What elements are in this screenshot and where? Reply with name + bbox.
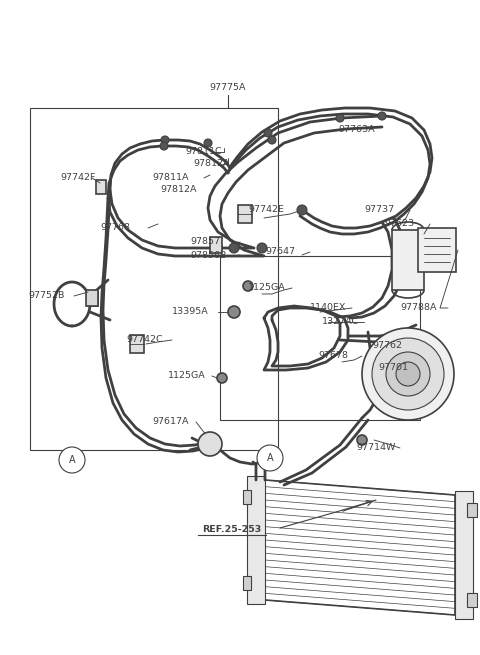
- Text: 97623: 97623: [384, 219, 414, 229]
- Circle shape: [161, 136, 169, 144]
- Text: 97812A: 97812A: [160, 185, 196, 195]
- Circle shape: [372, 338, 444, 410]
- Circle shape: [378, 112, 386, 120]
- Circle shape: [362, 328, 454, 420]
- Text: 97737: 97737: [364, 206, 394, 214]
- Circle shape: [297, 205, 307, 215]
- Text: 97768: 97768: [100, 223, 130, 233]
- Circle shape: [217, 373, 227, 383]
- Circle shape: [257, 243, 267, 253]
- Text: 13395A: 13395A: [172, 307, 209, 316]
- Text: 97742C: 97742C: [126, 335, 163, 345]
- Text: 1327AC: 1327AC: [322, 318, 359, 326]
- Circle shape: [59, 447, 85, 473]
- Text: A: A: [69, 455, 75, 465]
- Bar: [247, 476, 265, 604]
- Text: A: A: [267, 453, 273, 463]
- Text: 97788A: 97788A: [400, 303, 436, 312]
- Circle shape: [386, 352, 430, 396]
- Text: 1125GA: 1125GA: [248, 284, 286, 293]
- Text: 1125GA: 1125GA: [168, 371, 206, 381]
- Circle shape: [264, 129, 272, 137]
- Circle shape: [336, 114, 344, 122]
- Text: 97742F: 97742F: [60, 174, 96, 183]
- Text: 97856B: 97856B: [190, 250, 227, 259]
- Bar: [238, 205, 252, 223]
- Text: 97811C: 97811C: [185, 147, 222, 157]
- Circle shape: [257, 445, 283, 471]
- Text: 97647: 97647: [265, 248, 295, 257]
- Text: 97857: 97857: [190, 238, 220, 246]
- Text: 97752B: 97752B: [28, 291, 64, 301]
- Bar: [243, 490, 251, 504]
- Text: 1140EX: 1140EX: [310, 303, 347, 312]
- Text: 97678: 97678: [318, 352, 348, 360]
- Text: REF.25-253: REF.25-253: [203, 525, 262, 534]
- Circle shape: [160, 142, 168, 150]
- Bar: [210, 237, 222, 253]
- Text: 97811A: 97811A: [152, 174, 189, 183]
- Bar: [467, 593, 477, 607]
- Text: 97763A: 97763A: [338, 126, 374, 134]
- Text: 97742E: 97742E: [248, 206, 284, 214]
- Circle shape: [198, 432, 222, 456]
- Text: 97812A: 97812A: [193, 160, 229, 168]
- Text: 97714W: 97714W: [356, 443, 396, 453]
- Bar: [392, 230, 424, 290]
- Circle shape: [357, 435, 367, 445]
- Bar: [88, 292, 98, 306]
- Bar: [467, 503, 477, 517]
- Bar: [30, 108, 278, 450]
- Text: 97775A: 97775A: [210, 83, 246, 92]
- Circle shape: [204, 139, 212, 147]
- Text: 97762: 97762: [372, 341, 402, 350]
- Bar: [418, 228, 456, 272]
- Bar: [243, 576, 251, 590]
- Bar: [455, 491, 473, 619]
- Circle shape: [229, 243, 239, 253]
- Circle shape: [228, 306, 240, 318]
- Circle shape: [243, 281, 253, 291]
- Bar: [220, 256, 420, 420]
- Text: 97617A: 97617A: [152, 417, 189, 426]
- Bar: [130, 335, 144, 353]
- Bar: [96, 180, 106, 194]
- Circle shape: [268, 136, 276, 144]
- Bar: [86, 290, 98, 306]
- Text: 97701: 97701: [378, 364, 408, 373]
- Circle shape: [396, 362, 420, 386]
